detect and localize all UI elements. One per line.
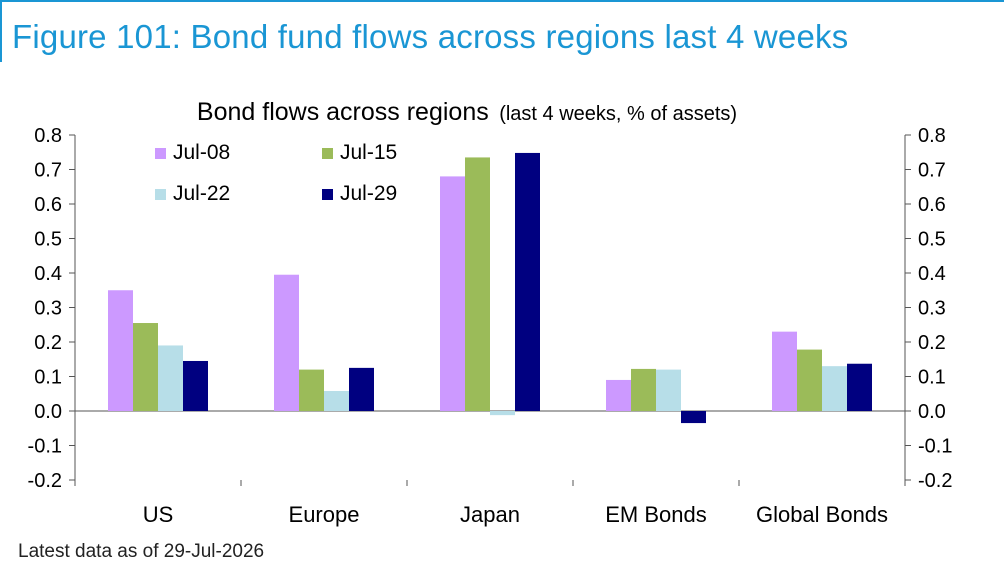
bar-jul-22 bbox=[324, 390, 349, 411]
legend-swatch bbox=[322, 148, 333, 159]
x-tick-label: Japan bbox=[460, 502, 520, 527]
y-tick-label-left: 0.1 bbox=[34, 367, 62, 389]
y-tick-label-right: -0.2 bbox=[918, 470, 952, 492]
legend: Jul-08 Jul-15 Jul-22 Jul-29 bbox=[155, 141, 397, 205]
legend-label: Jul-29 bbox=[340, 182, 397, 205]
chart-title: Bond flows across regions (last 4 weeks,… bbox=[197, 98, 737, 126]
legend-label: Jul-08 bbox=[173, 141, 230, 164]
chart-subtitle: (last 4 weeks, % of assets) bbox=[499, 103, 737, 125]
y-tick-label-right: 0.6 bbox=[918, 194, 946, 216]
bar-jul-22 bbox=[656, 369, 681, 411]
x-tick-label: Europe bbox=[289, 502, 360, 527]
y-tick-label-right: 0.4 bbox=[918, 263, 946, 285]
bar-jul-29 bbox=[681, 411, 706, 424]
legend-swatch bbox=[155, 189, 166, 200]
bar-jul-29 bbox=[183, 360, 208, 411]
y-tick-label-right: 0.1 bbox=[918, 367, 946, 389]
y-tick-label-right: 0.7 bbox=[918, 160, 946, 182]
bars bbox=[108, 152, 872, 424]
y-tick-label-right: -0.1 bbox=[918, 436, 952, 458]
chart-title-main: Bond flows across regions bbox=[197, 98, 489, 126]
bar-jul-15 bbox=[133, 323, 158, 411]
bar-jul-29 bbox=[847, 363, 872, 411]
bar-jul-15 bbox=[299, 369, 324, 411]
legend-label: Jul-15 bbox=[340, 141, 397, 164]
y-tick-label-right: 0.2 bbox=[918, 332, 946, 354]
bar-jul-22 bbox=[822, 366, 847, 411]
y-tick-label-left: 0.6 bbox=[34, 194, 62, 216]
bar-jul-08 bbox=[274, 274, 299, 411]
bar-jul-08 bbox=[440, 176, 465, 411]
y-tick-label-left: -0.1 bbox=[28, 436, 62, 458]
x-tick-label: EM Bonds bbox=[605, 502, 707, 527]
bar-jul-29 bbox=[349, 367, 374, 411]
legend-swatch bbox=[155, 148, 166, 159]
bar-jul-08 bbox=[606, 379, 631, 411]
x-tick-label: Global Bonds bbox=[756, 502, 888, 527]
bar-jul-08 bbox=[108, 290, 133, 411]
legend-swatch bbox=[322, 189, 333, 200]
y-tick-label-right: 0.8 bbox=[918, 125, 946, 147]
y-tick-label-right: 0.3 bbox=[918, 298, 946, 320]
y-tick-label-left: 0.7 bbox=[34, 160, 62, 182]
y-tick-label-left: -0.2 bbox=[28, 470, 62, 492]
y-tick-label-left: 0.3 bbox=[34, 298, 62, 320]
top-rule bbox=[0, 0, 1004, 2]
y-tick-label-left: 0.8 bbox=[34, 125, 62, 147]
x-tick-label: US bbox=[143, 502, 174, 527]
y-tick-label-left: 0.5 bbox=[34, 229, 62, 251]
bar-jul-15 bbox=[797, 349, 822, 411]
bar-jul-08 bbox=[772, 331, 797, 411]
legend-label: Jul-22 bbox=[173, 182, 230, 205]
axes: 0.8 0.8 0.7 0.7 0.6 0.6 0.5 0.5 0.4 0.4 0.3 0.3 0.2 0… bbox=[28, 125, 953, 527]
bar-jul-29 bbox=[515, 152, 540, 411]
y-tick-label-left: 0.0 bbox=[34, 401, 62, 423]
bar-jul-22 bbox=[158, 345, 183, 411]
footnote: Latest data as of 29-Jul-2026 bbox=[18, 541, 265, 562]
side-rule bbox=[0, 0, 2, 62]
y-tick-label-left: 0.2 bbox=[34, 332, 62, 354]
bar-jul-22 bbox=[490, 411, 515, 416]
y-tick-label-right: 0.5 bbox=[918, 229, 946, 251]
y-tick-label-right: 0.0 bbox=[918, 401, 946, 423]
figure-title: Figure 101: Bond fund flows across regio… bbox=[12, 18, 849, 55]
bar-jul-15 bbox=[631, 368, 656, 411]
y-tick-label-left: 0.4 bbox=[34, 263, 62, 285]
bar-jul-15 bbox=[465, 157, 490, 411]
